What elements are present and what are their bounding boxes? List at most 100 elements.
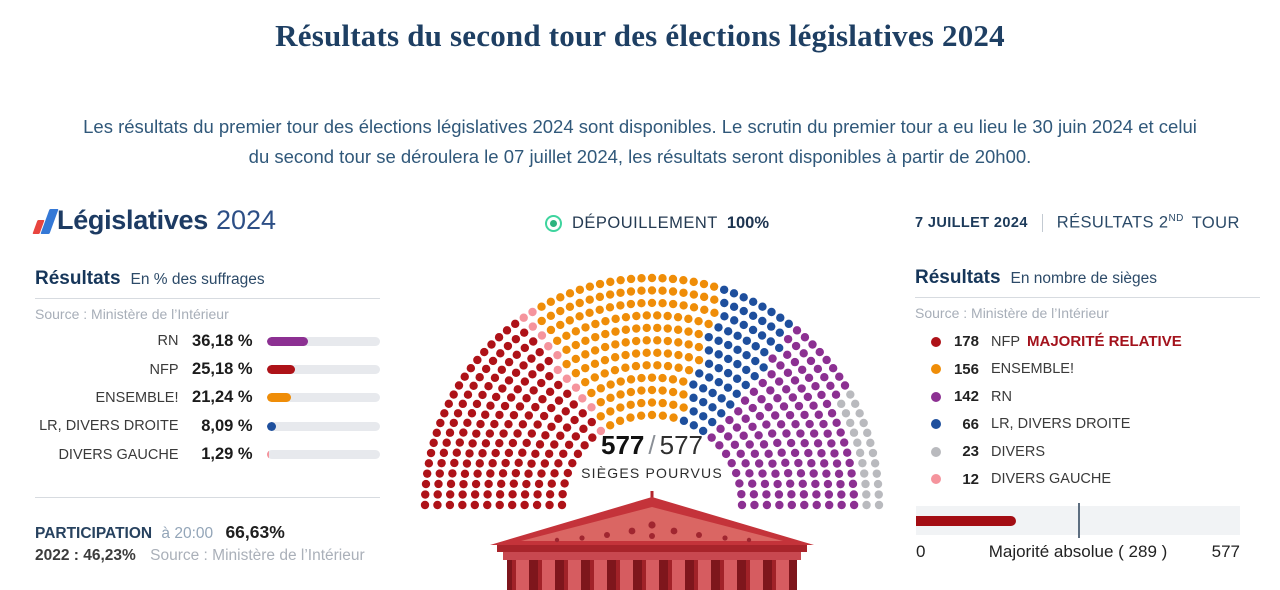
majority-bar-chart: 0 Majorité absolue ( 289 ) 577 [916,503,1240,564]
party-percentage: 1,29 % [201,445,253,464]
divider [35,298,380,299]
vote-share-bar [266,450,269,460]
vote-share-bar-track [266,336,380,346]
absolute-majority-marker [1078,503,1081,538]
party-seats: 23 [962,443,979,461]
divider [35,497,380,498]
vote-share-panel: Législatives 2024 Résultats En % des suf… [32,203,380,564]
participation-line: PARTICIPATION à 20:00 66,63% [35,522,380,543]
majority-bar-track [916,503,1240,538]
party-percentage: 25,18 % [192,360,253,379]
assemblee-nationale-illustration [487,491,817,590]
legend-row: 178 NFP MAJORITÉ RELATIVE [915,328,1260,356]
party-label: LR, DIVERS DROITE [991,416,1131,433]
heading-results: Résultats [35,268,121,289]
logo-year: 2024 [215,205,277,235]
party-label: DIVERS GAUCHE [991,471,1112,488]
live-status-icon [544,215,562,232]
hemicycle-chart [420,273,884,510]
result-date: 7 JUILLET 2024 [915,214,1028,231]
absolute-majority-label: Majorité absolue ( 289 ) [988,542,1168,561]
party-color-dot-icon [931,446,941,457]
participation-previous-line: 2022 : 46,23% Source : Ministère de l’In… [35,547,380,565]
vote-share-bar [266,421,276,431]
party-label: RN [991,388,1012,405]
building-icon [490,491,814,590]
source-note: Source : Ministère de l’Intérieur [35,306,229,322]
seats-total: 577 [659,430,703,460]
party-seats: 66 [962,415,979,433]
results-round-header: 7 JUILLET 2024 RÉSULTATS 2ND TOUR [915,213,1260,233]
majority-badge: MAJORITÉ RELATIVE [1027,333,1182,351]
vote-share-bar [266,393,291,403]
party-label: DIVERS [991,443,1045,460]
participation-label: PARTICIPATION [35,525,153,542]
vote-share-bar-track [266,450,380,460]
round-prefix: RÉSULTATS 2 [1056,213,1169,232]
participation-value: 66,63% [225,522,285,542]
seats-separator: / [648,430,656,460]
counting-status: DÉPOUILLEMENT 100% [422,214,892,233]
vertical-divider [1041,213,1043,232]
axis-max-label: 577 [1211,542,1240,561]
party-label: ENSEMBLE! [991,361,1074,378]
seat-counter: 577/577 SIÈGES POURVUS [527,430,777,481]
seats-heading: Résultats En nombre de sièges [915,267,1157,289]
party-label: LR, DIVERS DROITE [39,418,179,435]
vote-share-row: RN 36,18 % [35,327,380,355]
party-color-dot-icon [931,364,941,375]
legend-row: 23 DIVERS [915,438,1260,466]
party-label: ENSEMBLE! [95,389,179,406]
round-label: RÉSULTATS 2ND TOUR [1057,213,1240,233]
counting-label: DÉPOUILLEMENT [571,214,718,232]
participation-previous-value: 2022 : 46,23% [35,547,136,564]
round-ordinal-suffix: ND [1168,213,1184,224]
seats-caption: SIÈGES POURVUS [581,465,723,481]
party-label: DIVERS GAUCHE [58,446,179,463]
party-label: NFP [991,333,1020,350]
legend-row: 142 RN [915,383,1260,411]
legend-row: 156 ENSEMBLE! [915,356,1260,384]
source-note: Source : Ministère de l’Intérieur [915,305,1109,321]
party-color-dot-icon [931,419,941,430]
vote-share-row: DIVERS GAUCHE 1,29 % [35,441,380,469]
vote-share-row: ENSEMBLE! 21,24 % [35,384,380,412]
party-color-dot-icon [931,474,941,485]
party-label: NFP [149,361,179,378]
party-seats: 178 [953,333,979,351]
vote-share-heading: Résultats En % des suffrages [35,268,265,290]
legend-row: 12 DIVERS GAUCHE [915,466,1260,494]
logo-word: Législatives [57,205,208,235]
party-seats: 156 [953,360,979,378]
page-subtitle: Les résultats du premier tour des électi… [83,116,1197,167]
heading-unit: En % des suffrages [130,271,265,288]
heading-unit: En nombre de sièges [1010,270,1158,287]
heading-results: Résultats [915,267,1001,288]
party-seats: 12 [962,470,979,488]
vote-share-bar [266,336,308,346]
round-word: TOUR [1191,213,1240,232]
party-color-dot-icon [931,336,941,347]
legend-row: 66 LR, DIVERS DROITE [915,411,1260,439]
vote-share-rows: RN 36,18 % NFP 25,18 % ENSEMBLE! 21,24 %… [35,327,380,469]
party-label: RN [157,333,179,350]
axis-min-label: 0 [916,542,926,561]
seats-legend: 178 NFP MAJORITÉ RELATIVE 156 ENSEMBLE! … [915,328,1260,493]
divider [915,297,1260,298]
seats-filled: 577 [600,430,645,460]
party-color-dot-icon [931,391,941,402]
majority-axis-labels: 0 Majorité absolue ( 289 ) 577 [916,542,1240,564]
source-note: Source : Ministère de l’Intérieur [150,547,365,564]
counting-percentage: 100% [726,214,770,232]
page-title: Résultats du second tour des élections l… [275,18,1005,53]
party-percentage: 21,24 % [192,388,253,407]
legislatives-logo: Législatives 2024 [32,203,380,235]
vote-share-bar-track [266,393,380,403]
vote-share-bar-track [266,421,380,431]
leading-party-bar [916,515,1016,526]
vote-share-row: LR, DIVERS DROITE 8,09 % [35,412,380,440]
participation-time: à 20:00 [161,525,214,542]
vote-share-bar [266,365,296,375]
vote-share-row: NFP 25,18 % [35,355,380,383]
